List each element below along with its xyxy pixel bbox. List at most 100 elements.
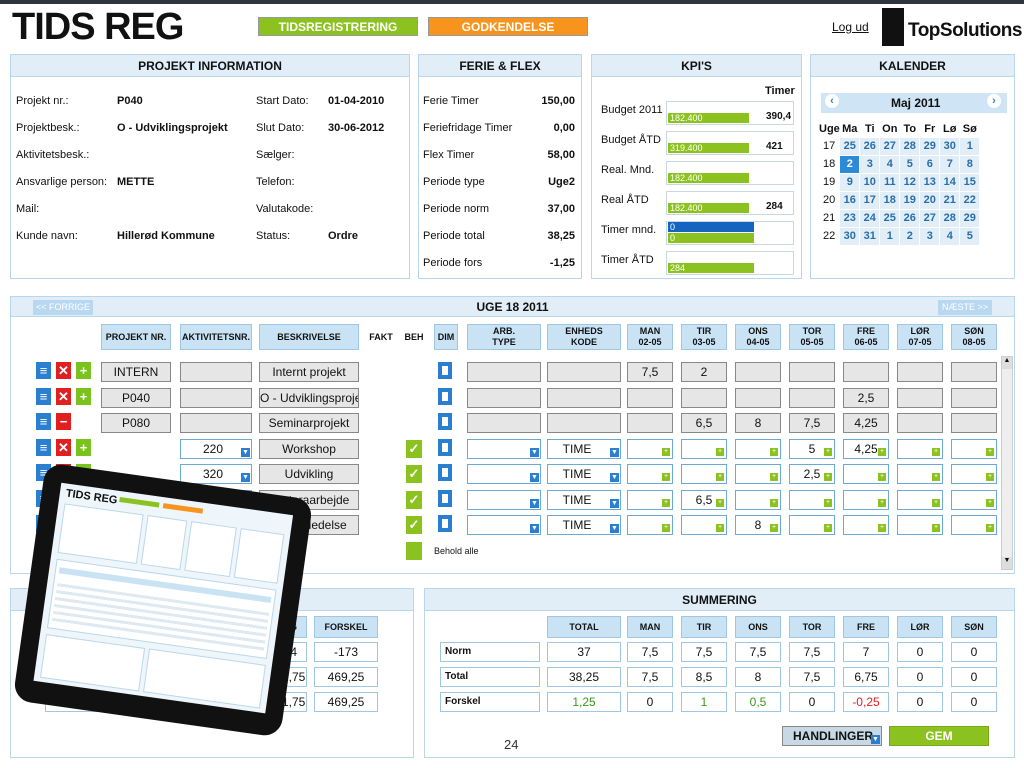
- scroll-down-icon[interactable]: ▼: [1002, 557, 1012, 569]
- add-hours-icon[interactable]: +: [716, 473, 724, 481]
- add-hours-icon[interactable]: +: [770, 473, 778, 481]
- calendar-day[interactable]: 27: [919, 208, 941, 228]
- add-hours-icon[interactable]: +: [878, 498, 886, 507]
- hours-cell[interactable]: +: [897, 438, 943, 459]
- add-hours-icon[interactable]: +: [662, 447, 670, 456]
- calendar-day[interactable]: 1: [959, 136, 981, 156]
- nav-tidsregistrering[interactable]: TIDSREGISTRERING: [258, 17, 418, 36]
- add-hours-icon[interactable]: +: [662, 524, 670, 532]
- add-hours-icon[interactable]: +: [770, 447, 778, 456]
- add-hours-icon[interactable]: +: [878, 473, 886, 481]
- hours-cell[interactable]: 7,5: [789, 413, 835, 433]
- hours-cell[interactable]: +: [735, 438, 781, 459]
- hours-cell[interactable]: [789, 387, 835, 408]
- hours-cell[interactable]: 4,25 +: [843, 438, 889, 459]
- arb-type-cell[interactable]: [467, 387, 541, 408]
- add-icon[interactable]: +: [76, 387, 91, 405]
- arb-type-cell[interactable]: [467, 413, 541, 433]
- enheds-cell[interactable]: [547, 413, 621, 433]
- hours-cell[interactable]: 6,5 +: [681, 489, 727, 510]
- add-hours-icon[interactable]: +: [986, 498, 994, 507]
- calendar-day[interactable]: 8: [959, 154, 981, 174]
- hours-cell[interactable]: +: [843, 489, 889, 510]
- calendar-day[interactable]: 10: [859, 172, 881, 192]
- arb-type-cell[interactable]: ▼: [467, 489, 541, 510]
- calendar-day[interactable]: 6: [919, 154, 941, 174]
- calendar-day[interactable]: 22: [959, 190, 981, 210]
- add-hours-icon[interactable]: +: [824, 524, 832, 532]
- hours-cell[interactable]: 8: [735, 413, 781, 433]
- aktivitet-cell[interactable]: 220 ▼: [180, 438, 252, 459]
- hours-cell[interactable]: [897, 362, 943, 382]
- add-hours-icon[interactable]: +: [986, 447, 994, 456]
- hours-cell[interactable]: [681, 387, 727, 408]
- aktivitet-cell[interactable]: [180, 387, 252, 408]
- calendar-prev-icon[interactable]: ‹: [825, 94, 839, 108]
- doc-icon[interactable]: ≡: [36, 362, 51, 379]
- hours-cell[interactable]: [897, 387, 943, 408]
- calendar-day[interactable]: 2: [839, 154, 861, 174]
- week-scrollbar[interactable]: ▲ ▼: [1001, 356, 1013, 570]
- calendar-day[interactable]: 2: [899, 226, 921, 246]
- remove-icon[interactable]: −: [56, 413, 71, 430]
- hours-cell[interactable]: 2: [681, 362, 727, 382]
- nav-godkendelse[interactable]: GODKENDELSE: [428, 17, 588, 36]
- calendar-day[interactable]: 9: [839, 172, 861, 192]
- beskrivelse-cell[interactable]: Internt projekt: [259, 362, 359, 382]
- aktivitet-cell[interactable]: 320 ▼: [180, 464, 252, 484]
- hours-cell[interactable]: [735, 387, 781, 408]
- hours-cell[interactable]: 6,5: [681, 413, 727, 433]
- dim-icon[interactable]: [438, 387, 452, 405]
- next-week-button[interactable]: NÆSTE >>: [938, 300, 992, 315]
- beskrivelse-cell[interactable]: Seminarprojekt: [259, 413, 359, 433]
- arb-type-cell[interactable]: ▼: [467, 515, 541, 535]
- beh-check-icon[interactable]: ✓: [406, 439, 422, 458]
- dim-icon[interactable]: [438, 438, 452, 456]
- hours-cell[interactable]: +: [951, 438, 997, 459]
- hours-cell[interactable]: +: [627, 464, 673, 484]
- calendar-day[interactable]: 4: [879, 154, 901, 174]
- hours-cell[interactable]: +: [681, 438, 727, 459]
- hours-cell[interactable]: +: [627, 489, 673, 510]
- enheds-cell[interactable]: TIME ▼: [547, 489, 621, 510]
- calendar-day[interactable]: 11: [879, 172, 901, 192]
- doc-icon[interactable]: ≡: [36, 387, 51, 405]
- dim-icon[interactable]: [438, 413, 452, 430]
- hours-cell[interactable]: 2,5: [843, 387, 889, 408]
- calendar-day[interactable]: 5: [959, 226, 981, 246]
- calendar-day[interactable]: 18: [879, 190, 901, 210]
- beskrivelse-cell[interactable]: Udvikling: [259, 464, 359, 484]
- hours-cell[interactable]: +: [627, 515, 673, 535]
- enheds-cell[interactable]: TIME ▼: [547, 515, 621, 535]
- add-hours-icon[interactable]: +: [986, 473, 994, 481]
- hours-cell[interactable]: +: [627, 438, 673, 459]
- hours-cell[interactable]: 8 +: [735, 515, 781, 535]
- hours-cell[interactable]: [951, 362, 997, 382]
- add-hours-icon[interactable]: +: [878, 447, 886, 456]
- hours-cell[interactable]: +: [681, 515, 727, 535]
- enheds-cell[interactable]: [547, 387, 621, 408]
- behold-alle-checkbox[interactable]: [406, 542, 422, 560]
- add-hours-icon[interactable]: +: [932, 498, 940, 507]
- calendar-day[interactable]: 15: [959, 172, 981, 192]
- projekt-nr-cell[interactable]: P040: [101, 387, 171, 408]
- gem-button[interactable]: GEM: [889, 726, 989, 746]
- add-hours-icon[interactable]: +: [716, 498, 724, 507]
- aktivitet-cell[interactable]: [180, 413, 252, 433]
- calendar-day[interactable]: 17: [859, 190, 881, 210]
- hours-cell[interactable]: [627, 387, 673, 408]
- hours-cell[interactable]: [951, 387, 997, 408]
- scroll-up-icon[interactable]: ▲: [1002, 357, 1012, 369]
- hours-cell[interactable]: +: [843, 515, 889, 535]
- calendar-day[interactable]: 23: [839, 208, 861, 228]
- enheds-cell[interactable]: [547, 362, 621, 382]
- enheds-cell[interactable]: TIME ▼: [547, 438, 621, 459]
- calendar-day[interactable]: 12: [899, 172, 921, 192]
- handlinger-dropdown[interactable]: HANDLINGER ▼: [782, 726, 882, 746]
- beh-check-icon[interactable]: ✓: [406, 516, 422, 534]
- add-icon[interactable]: +: [76, 362, 91, 379]
- beh-check-icon[interactable]: ✓: [406, 465, 422, 483]
- delete-icon[interactable]: ✕: [56, 362, 71, 379]
- hours-cell[interactable]: +: [897, 489, 943, 510]
- hours-cell[interactable]: +: [843, 464, 889, 484]
